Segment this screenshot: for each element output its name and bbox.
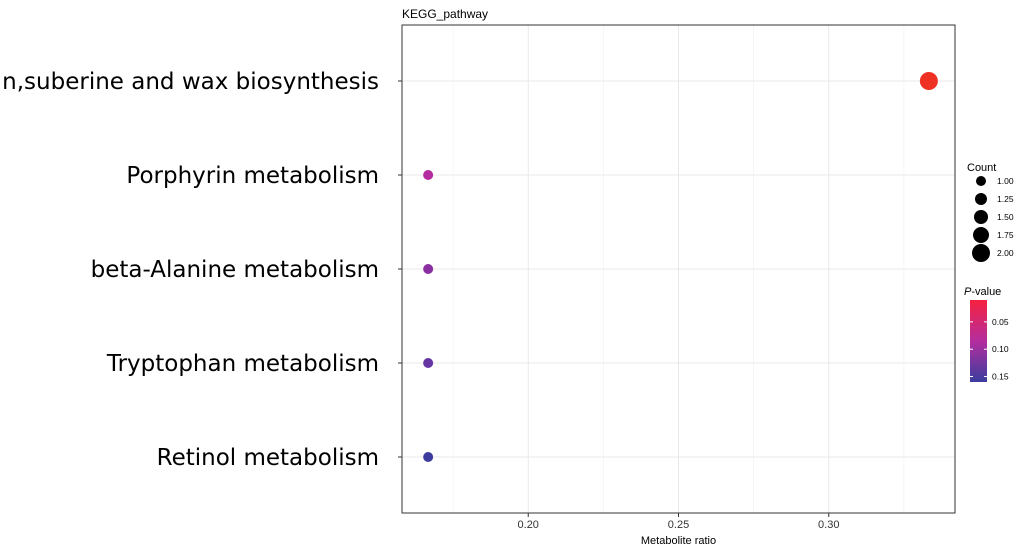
- size-legend-label: 1.75: [997, 230, 1014, 240]
- data-point: [423, 452, 434, 462]
- color-legend-title-rest: -value: [971, 286, 1001, 298]
- data-point: [423, 170, 434, 180]
- category-label: Porphyrin metabolism: [126, 163, 379, 189]
- category-label: Cutin,suberine and wax biosynthesis: [0, 69, 379, 95]
- color-legend-label: 0.10: [992, 344, 1009, 354]
- x-tick-label: 0.20: [518, 519, 539, 531]
- data-points: [423, 72, 938, 462]
- size-legend: Count 1.00 1.25 1.50 1.75 2.00: [967, 162, 1014, 262]
- size-legend-key: [972, 244, 990, 262]
- category-label: beta-Alanine metabolism: [91, 257, 379, 283]
- data-point: [423, 358, 434, 368]
- size-legend-label: 2.00: [997, 248, 1014, 258]
- x-tick-label: 0.30: [818, 519, 839, 531]
- category-labels: Cutin,suberine and wax biosynthesis Porph…: [0, 69, 402, 471]
- chart-title: KEGG_pathway: [402, 7, 488, 21]
- x-axis-title: Metabolite ratio: [641, 535, 716, 547]
- size-legend-key: [975, 193, 987, 205]
- color-legend-label: 0.15: [992, 372, 1009, 382]
- data-point: [919, 72, 938, 90]
- size-legend-key: [973, 227, 989, 243]
- size-legend-label: 1.50: [997, 212, 1014, 222]
- color-legend: P-value 0.05 0.10 0.15: [964, 286, 1009, 382]
- color-legend-title-italic: P: [964, 286, 972, 298]
- color-legend-title: P-value: [964, 286, 1001, 298]
- category-label: Tryptophan metabolism: [106, 351, 379, 377]
- size-legend-key: [974, 210, 988, 224]
- x-axis-ticks: 0.20 0.25 0.30: [518, 513, 839, 531]
- color-bar: [970, 300, 987, 382]
- x-tick-label: 0.25: [668, 519, 689, 531]
- size-legend-label: 1.00: [997, 176, 1014, 186]
- size-legend-key: [976, 176, 986, 186]
- category-label: Retinol metabolism: [157, 445, 379, 471]
- grid: [402, 25, 955, 513]
- data-point: [423, 264, 434, 274]
- size-legend-title: Count: [967, 162, 996, 174]
- color-legend-label: 0.05: [992, 317, 1009, 327]
- size-legend-label: 1.25: [997, 194, 1014, 204]
